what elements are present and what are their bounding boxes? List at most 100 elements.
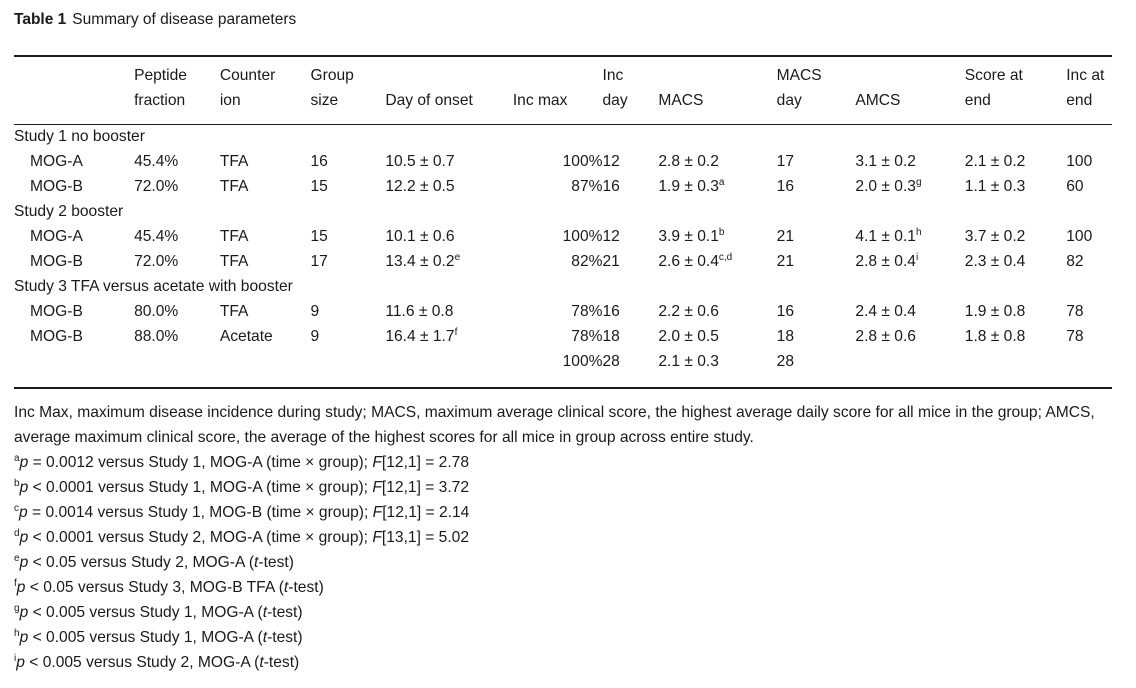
column-header-group-value: Group [310, 67, 354, 84]
header-cell-empty [14, 88, 134, 113]
footnote-text: versus Study 1, MOG-A (time × group); [93, 479, 373, 496]
cell-peptide: 45.4% [134, 149, 220, 174]
cell-macsday: 18 [777, 324, 856, 349]
cell-name-value: MOG-B [30, 303, 83, 320]
cell-peptide-value: 80.0% [134, 303, 179, 320]
cell-size-value: 15 [310, 178, 328, 195]
top-rule [14, 55, 1112, 57]
cell-amcs: 2.8 ± 0.4i [855, 249, 964, 274]
cell-size: 9 [311, 299, 386, 324]
footnote-item: fp < 0.05 versus Study 3, MOG-B TFA (t-t… [14, 575, 1114, 600]
cell-peptide [134, 349, 220, 374]
cell-ion-value: TFA [219, 178, 249, 195]
column-header-macs [658, 63, 776, 88]
cell-macsday: 16 [777, 299, 856, 324]
footnote-text: versus Study 2, MOG-A ( [76, 554, 255, 571]
cell-incmax-value: 78% [571, 303, 603, 320]
column-header-incday: Inc [602, 63, 658, 88]
cell-score-value: 2.1 ± 0.2 [964, 153, 1026, 170]
p-symbol: p [19, 504, 28, 521]
footnote-comparator: < [28, 629, 47, 646]
cell-macsday: 21 [777, 224, 856, 249]
cell-ion-value: TFA [219, 253, 249, 270]
cell-peptide: 72.0% [134, 249, 220, 274]
cell-onset-value: 10.5 ± 0.7 [385, 153, 455, 170]
column-header-incmax-value: Inc max [512, 92, 568, 109]
cell-name: MOG-B [14, 324, 134, 349]
column-header-macs: MACS [658, 88, 776, 113]
cell-peptide: 72.0% [134, 174, 220, 199]
column-header-incday: day [602, 88, 658, 113]
cell-name: MOG-A [14, 224, 134, 249]
footnote-text: versus Study 1, MOG-A ( [85, 604, 263, 621]
cell-amcs: 2.8 ± 0.6 [855, 324, 964, 349]
cell-macsday-value: 28 [776, 353, 795, 370]
cell-score: 2.1 ± 0.2 [965, 149, 1066, 174]
cell-incmax: 87% [513, 174, 602, 199]
cell-amcs-value: 3.1 ± 0.2 [855, 153, 916, 170]
disease-parameters-table: Peptide Counter Group Inc MACS Score at Inc at… [14, 63, 1112, 374]
group-row: Study 3 TFA versus acetate with booster [14, 274, 1112, 299]
footnote-p-value: 0.005 [46, 629, 86, 646]
group-title: Study 2 booster [14, 203, 124, 220]
column-header-counter: Counter [220, 63, 311, 88]
cell-incend: 60 [1066, 174, 1112, 199]
cell-macs-value: 1.9 ± 0.3 [658, 178, 719, 195]
footnote-marker: i [915, 252, 919, 263]
cell-macs: 2.1 ± 0.3 [658, 349, 776, 374]
footnote-p-value: 0.0001 [46, 479, 94, 496]
cell-onset-value: 10.1 ± 0.6 [385, 228, 455, 245]
cell-peptide: 80.0% [134, 299, 220, 324]
header-gap [14, 113, 1112, 124]
footnote-item: ep < 0.05 versus Study 2, MOG-A (t-test) [14, 550, 1114, 575]
footnote-mark: i [14, 653, 17, 664]
cell-score-value: 3.7 ± 0.2 [964, 228, 1026, 245]
footnote-item: ap = 0.0012 versus Study 1, MOG-A (time … [14, 450, 1114, 475]
footnote-marker: f [454, 327, 458, 338]
footnote-comparator: = [27, 504, 46, 521]
cell-ion: TFA [220, 224, 311, 249]
footnote-statistic: -test) [288, 579, 324, 596]
cell-incday: 12 [602, 149, 658, 174]
cell-macs-value: 2.6 ± 0.4 [658, 253, 719, 270]
cell-incend: 100 [1066, 224, 1112, 249]
cell-incday-value: 18 [602, 328, 620, 345]
cell-macsday-value: 18 [776, 328, 795, 345]
cell-score-value: 1.8 ± 0.8 [964, 328, 1026, 345]
column-header-incend-value: Inc at [1066, 67, 1105, 84]
column-header-score-value: end [964, 92, 991, 109]
table-title: Summary of disease parameters [72, 11, 297, 28]
cell-incend: 78 [1066, 299, 1112, 324]
cell-incday: 18 [602, 324, 658, 349]
column-header-group: size [311, 88, 386, 113]
column-header-peptide: fraction [134, 88, 220, 113]
cell-macsday: 21 [777, 249, 856, 274]
column-header-score-value: Score at [964, 67, 1023, 84]
footnote-item: dp < 0.0001 versus Study 2, MOG-A (time … [14, 525, 1114, 550]
footnote-test-symbol: t [283, 579, 289, 596]
header-rule [14, 124, 1112, 125]
table-row: MOG-A 45.4% TFA 15 10.1 ± 0.6 100% 12 3.9 ± 0.1… [14, 224, 1112, 249]
footnote-statistic: -test) [267, 604, 303, 621]
footnote-text: versus Study 3, MOG-B TFA ( [73, 579, 284, 596]
cell-size-value: 17 [310, 253, 328, 270]
header-row: Peptide Counter Group Inc MACS Score at Inc at [14, 63, 1112, 88]
p-symbol: p [19, 604, 29, 621]
cell-macsday: 17 [777, 149, 856, 174]
cell-onset-value: 11.6 ± 0.8 [385, 303, 454, 320]
column-header-macsday: MACS [777, 63, 856, 88]
footnote-mark: d [14, 528, 20, 539]
footnote-test-symbol: F [372, 479, 382, 496]
cell-incend: 82 [1066, 249, 1112, 274]
column-header-group: Group [311, 63, 386, 88]
cell-onset-value: 16.4 ± 1.7 [385, 328, 455, 345]
cell-macs-value: 2.2 ± 0.6 [658, 303, 719, 320]
column-header-counter: ion [220, 88, 311, 113]
footnote-item: cp = 0.0014 versus Study 1, MOG-B (time … [14, 500, 1114, 525]
footnote-comparator: < [24, 654, 43, 671]
footnote-test-symbol: F [372, 504, 383, 521]
cell-incday: 21 [602, 249, 658, 274]
cell-macsday: 28 [777, 349, 856, 374]
p-symbol: p [19, 554, 29, 571]
cell-onset: 16.4 ± 1.7f [385, 324, 513, 349]
